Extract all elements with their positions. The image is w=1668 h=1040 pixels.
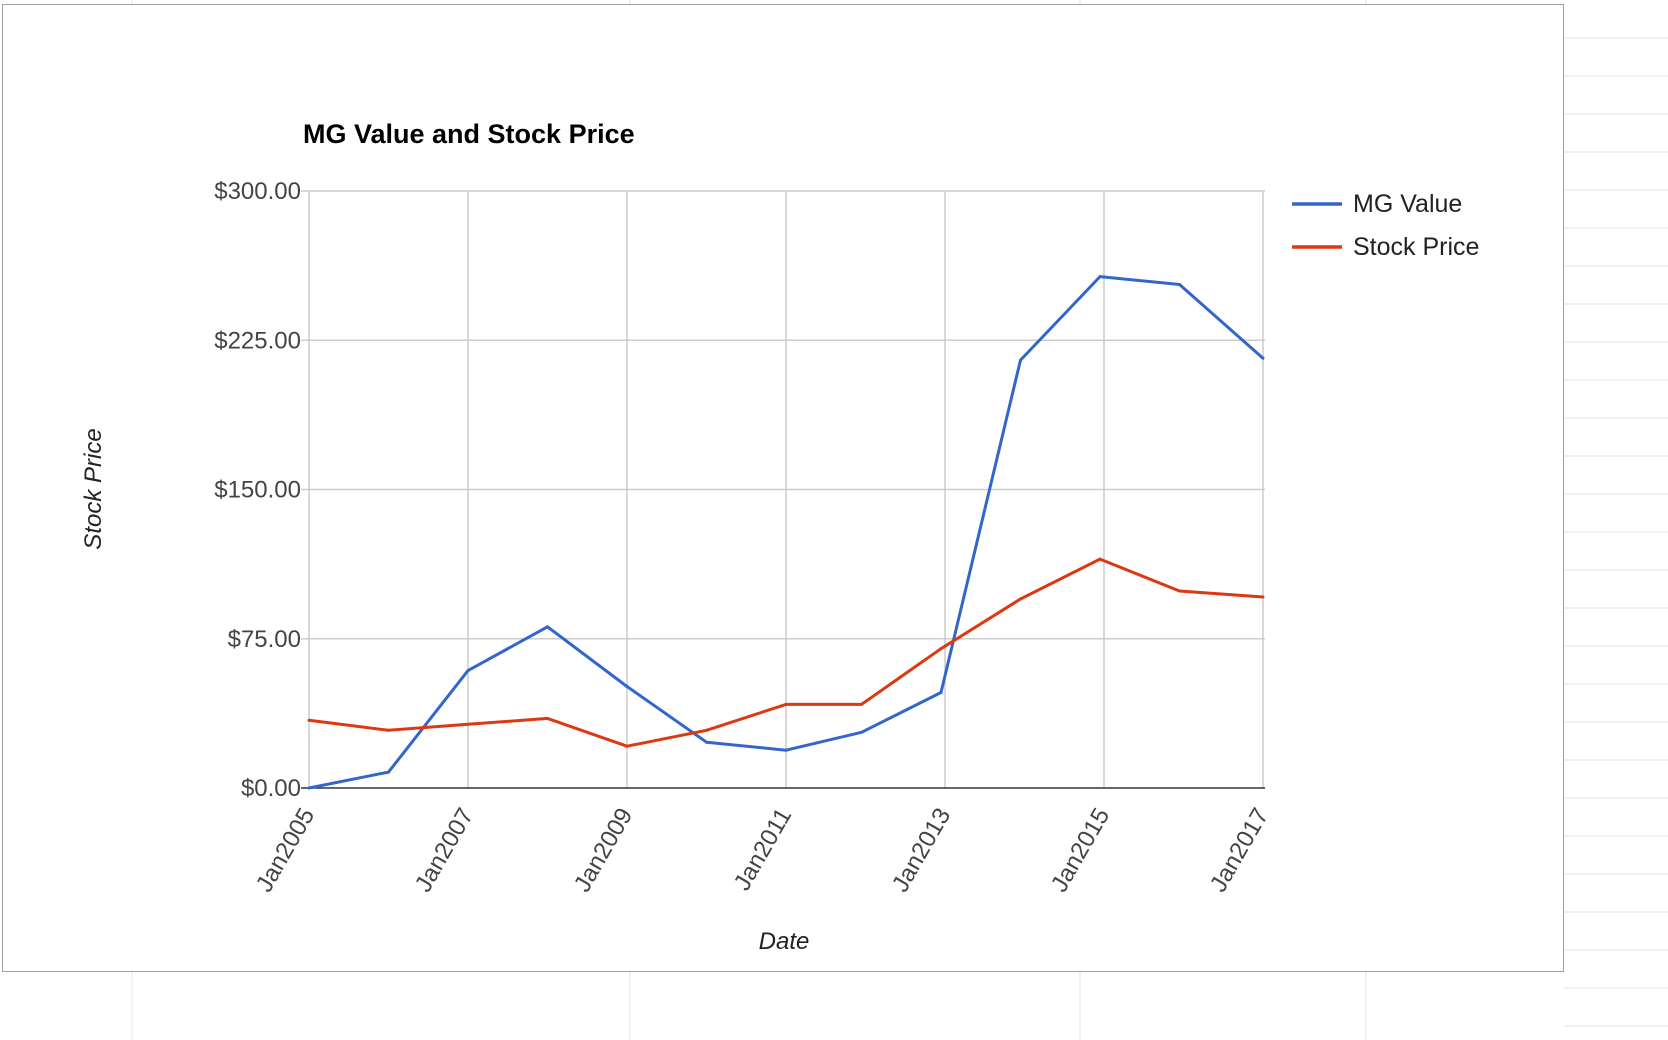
x-axis-title: Date [759,928,810,955]
data-point[interactable] [307,786,311,790]
data-point[interactable] [625,685,629,688]
x-tick-label: Jan2007 [410,804,479,897]
x-tick-label: Jan2005 [251,804,320,897]
data-point[interactable] [1019,597,1022,601]
data-point[interactable] [784,702,788,706]
chart-svg: $0.00 $75.00 $150.00 $225.00 $300.00 Jan2005 J… [80,119,1479,955]
data-point[interactable] [546,625,549,629]
axes: $0.00 $75.00 $150.00 $225.00 $300.00 Jan2005 J… [214,178,1274,897]
data-point[interactable] [546,716,549,720]
data-point[interactable] [860,702,863,706]
data-point[interactable] [784,748,788,752]
data-point[interactable] [466,722,470,726]
legend[interactable]: MG Value Stock Price [1292,190,1479,261]
chart-container[interactable]: $0.00 $75.00 $150.00 $225.00 $300.00 Jan2005 J… [2,4,1564,972]
data-point[interactable] [860,730,863,734]
legend-label: MG Value [1353,190,1462,218]
y-tick-label: $225.00 [214,327,301,354]
data-point[interactable] [1261,595,1265,599]
y-tick-label: $75.00 [228,626,301,653]
gridlines [301,190,1265,788]
data-point[interactable] [387,770,390,774]
x-tick-label: Jan2017 [1205,804,1274,897]
data-point[interactable] [387,728,390,732]
x-tick-label: Jan2015 [1046,804,1115,897]
y-axis-title: Stock Price [80,428,107,549]
chart-title: MG Value and Stock Price [303,119,635,149]
data-point[interactable] [307,718,311,722]
y-tick-label: $300.00 [214,178,301,205]
data-point[interactable] [1098,275,1102,279]
data-point[interactable] [1098,557,1102,561]
data-point[interactable] [625,744,629,748]
data-point[interactable] [1261,356,1265,360]
data-point[interactable] [939,691,943,694]
data-point[interactable] [705,728,708,732]
y-tick-label: $150.00 [214,477,301,504]
y-tick-label: $0.00 [241,775,301,802]
data-point[interactable] [705,740,708,744]
legend-label: Stock Price [1353,233,1479,261]
data-point[interactable] [1178,283,1181,286]
x-tick-label: Jan2011 [729,804,798,896]
series-lines [307,275,1265,790]
x-tick-label: Jan2013 [887,804,956,897]
x-tick-label: Jan2009 [569,804,638,897]
data-point[interactable] [939,647,943,651]
data-point[interactable] [1019,358,1022,362]
data-point[interactable] [1178,589,1181,593]
data-point[interactable] [466,669,470,673]
